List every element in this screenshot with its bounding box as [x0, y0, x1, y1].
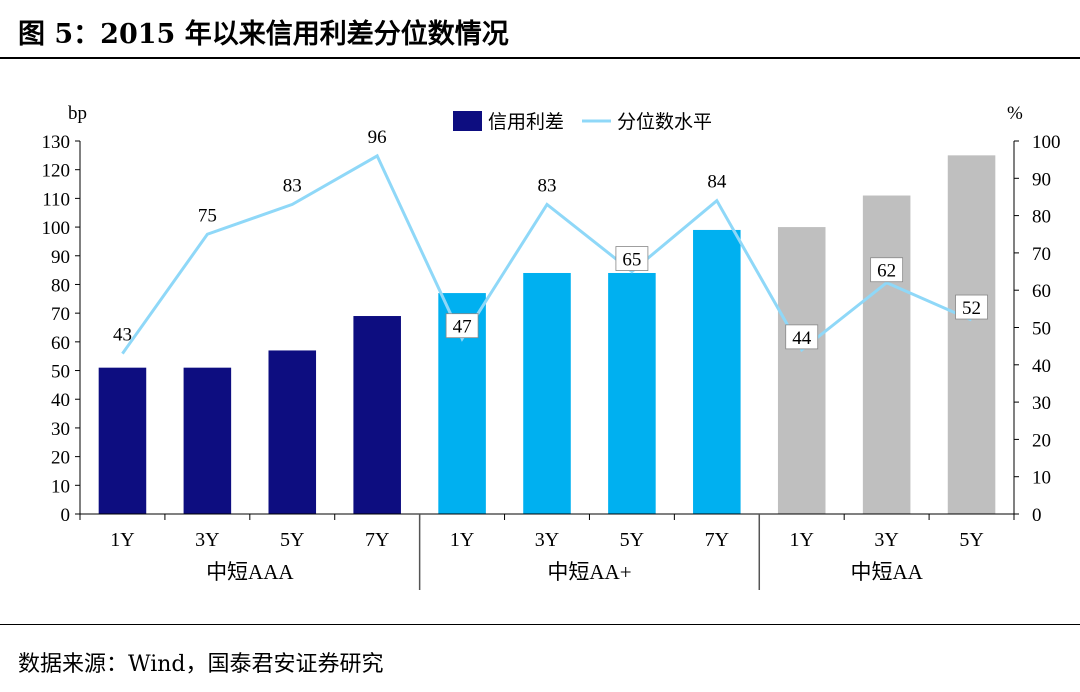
right-tick-label: 10 [1032, 468, 1051, 489]
right-tick-label: 30 [1032, 393, 1051, 414]
source-note: 数据来源：Wind，国泰君安证券研究 [18, 652, 384, 677]
data-label-box [785, 324, 819, 350]
x-tick-label: 5Y [620, 529, 644, 551]
percentile-data-label: 43 [113, 325, 132, 346]
title-divider [0, 57, 1080, 59]
x-tick-label: 5Y [280, 529, 304, 551]
left-axis-unit: bp [68, 103, 87, 124]
source-divider [0, 624, 1080, 625]
chart-title: 图 5：2015 年以来信用利差分位数情况 [18, 19, 509, 50]
right-tick-label: 80 [1032, 207, 1051, 228]
right-axis-unit: % [1007, 103, 1023, 124]
right-tick-label: 60 [1032, 281, 1051, 302]
spread-bar [693, 229, 741, 514]
x-tick-label: 5Y [959, 529, 983, 551]
percentile-data-label: 84 [707, 172, 727, 193]
left-tick-label: 30 [51, 419, 70, 440]
right-tick-label: 90 [1032, 169, 1051, 190]
spread-bar [608, 272, 656, 514]
legend-bar-label: 信用利差 [488, 111, 564, 133]
left-tick-label: 20 [51, 448, 70, 469]
right-tick-label: 50 [1032, 319, 1051, 340]
data-label-box [615, 246, 649, 271]
percentile-data-label: 65 [622, 250, 641, 271]
left-tick-label: 90 [51, 247, 70, 268]
left-tick-label: 120 [42, 161, 71, 182]
percentile-data-label: 96 [368, 127, 387, 148]
left-tick-label: 130 [42, 132, 71, 153]
right-tick-label: 100 [1032, 132, 1061, 153]
left-tick-label: 70 [51, 304, 70, 325]
spread-bar [523, 272, 571, 514]
right-tick-label: 20 [1032, 430, 1051, 451]
legend-bar-swatch [453, 111, 482, 131]
data-label-box [955, 294, 988, 320]
group-label: 中短AA+ [547, 560, 631, 584]
left-tick-label: 0 [61, 505, 71, 526]
percentile-data-label: 44 [792, 328, 812, 349]
right-tick-label: 0 [1032, 505, 1042, 526]
percentile-data-label: 83 [283, 175, 302, 196]
x-tick-label: 1Y [450, 529, 474, 551]
spread-bar [777, 227, 826, 515]
spread-bar [268, 350, 317, 514]
x-tick-label: 7Y [365, 529, 389, 551]
spread-bar [862, 195, 911, 514]
spread-bar [947, 155, 996, 514]
percentile-data-label: 62 [877, 261, 896, 282]
left-tick-label: 100 [42, 218, 71, 239]
x-tick-label: 1Y [790, 529, 814, 551]
x-tick-label: 1Y [110, 529, 134, 551]
percentile-data-label: 52 [962, 298, 981, 319]
left-tick-label: 40 [51, 390, 70, 411]
right-tick-label: 40 [1032, 356, 1051, 377]
group-label: 中短AA [850, 560, 923, 584]
percentile-line [121, 153, 973, 355]
data-label-box [445, 313, 479, 339]
x-tick-label: 3Y [535, 529, 559, 551]
group-label: 中短AAA [206, 560, 294, 584]
right-tick-label: 70 [1032, 244, 1051, 265]
spread-bar [353, 316, 401, 514]
percentile-data-label: 83 [538, 175, 557, 196]
legend-line-label: 分位数水平 [617, 111, 712, 133]
spread-bar [183, 367, 232, 514]
left-tick-label: 10 [51, 476, 70, 497]
left-tick-label: 110 [42, 189, 70, 210]
left-tick-label: 60 [51, 333, 70, 354]
percentile-data-label: 75 [198, 205, 217, 226]
x-tick-label: 3Y [874, 529, 898, 551]
left-tick-label: 50 [51, 362, 70, 383]
left-tick-label: 80 [51, 275, 70, 296]
x-tick-label: 7Y [705, 529, 729, 551]
spread-bar [98, 367, 147, 514]
percentile-data-label: 47 [453, 317, 472, 338]
data-label-box [870, 257, 904, 283]
x-tick-label: 3Y [195, 529, 219, 551]
